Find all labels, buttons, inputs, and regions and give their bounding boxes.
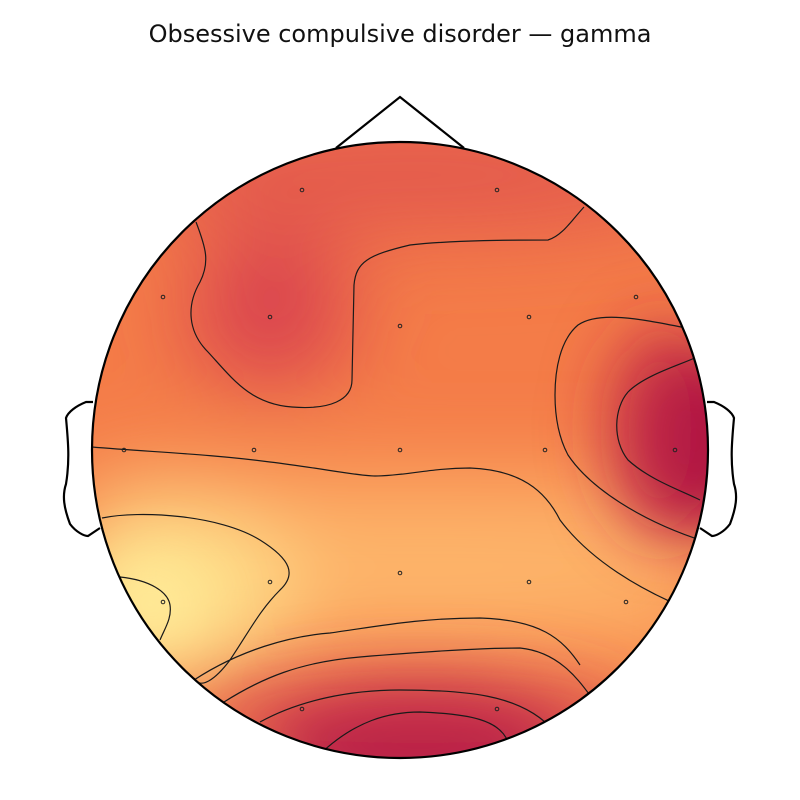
- sensor-marker: [633, 294, 639, 300]
- head-outline: [62, 95, 738, 760]
- sensor-marker: [526, 579, 532, 585]
- sensor-markers: [121, 187, 678, 712]
- figure-title: Obsessive compulsive disorder — gamma: [148, 20, 652, 48]
- sensor-marker: [397, 447, 403, 453]
- contour-line: [317, 711, 509, 757]
- contour-line: [119, 576, 171, 641]
- field-left-frontal-red: [190, 235, 350, 385]
- field-right-temporal-mid: [600, 320, 708, 540]
- sensor-marker: [267, 579, 273, 585]
- contour-line: [193, 617, 581, 681]
- contour-line: [554, 316, 701, 541]
- contour-lines: [92, 206, 701, 757]
- sensor-marker: [526, 314, 532, 320]
- sensor-marker: [397, 323, 403, 329]
- contour-line: [92, 446, 691, 611]
- sensor-marker: [251, 447, 257, 453]
- sensor-marker: [160, 294, 166, 300]
- sensor-marker: [121, 447, 127, 453]
- contour-line: [223, 647, 593, 703]
- nose-outline: [335, 95, 465, 149]
- contour-line: [101, 513, 290, 684]
- contour-line: [190, 206, 585, 409]
- field-left-bright-core: [95, 560, 205, 650]
- sensor-marker: [623, 599, 629, 605]
- sensor-marker: [160, 599, 166, 605]
- contour-line: [616, 356, 701, 501]
- head-circle: [90, 140, 710, 760]
- sensor-marker: [672, 447, 678, 453]
- left-ear-outline: [62, 400, 101, 538]
- sensor-marker: [299, 187, 305, 193]
- sensor-marker: [494, 187, 500, 193]
- sensor-marker: [494, 706, 500, 712]
- scalp-field: [92, 142, 708, 758]
- contour-line: [259, 689, 546, 723]
- sensor-marker: [542, 447, 548, 453]
- sensor-marker: [267, 314, 273, 320]
- sensor-marker: [397, 570, 403, 576]
- right-ear-outline: [699, 400, 738, 538]
- field-bottom-mid: [200, 665, 640, 758]
- sensor-marker: [299, 706, 305, 712]
- field-top-band: [120, 142, 708, 230]
